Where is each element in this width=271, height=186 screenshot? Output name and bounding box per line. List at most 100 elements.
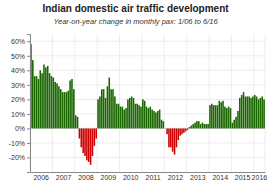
bar — [43, 65, 45, 129]
year-boundary — [209, 34, 210, 172]
bar — [62, 92, 64, 128]
bar — [230, 108, 232, 128]
bar — [181, 128, 183, 134]
grid-line — [30, 142, 265, 143]
bar — [64, 92, 66, 128]
bar — [246, 96, 248, 128]
bar — [60, 89, 62, 128]
bar — [101, 89, 103, 128]
bar — [108, 78, 110, 129]
bar — [122, 107, 124, 129]
bar — [172, 128, 174, 151]
y-tick: 10% — [11, 111, 30, 118]
bar — [86, 128, 88, 160]
bar — [58, 86, 60, 128]
x-tick: 2012 — [168, 172, 184, 181]
bar — [110, 89, 112, 128]
y-axis-line — [27, 35, 31, 173]
x-tick: 2008 — [78, 172, 94, 181]
bar — [77, 117, 79, 129]
bar — [261, 96, 263, 128]
y-tick-mark — [27, 128, 30, 129]
y-tick-label: 0% — [15, 125, 25, 132]
bar — [105, 98, 107, 129]
bar — [183, 128, 185, 132]
bar — [153, 111, 155, 128]
bar — [69, 80, 71, 128]
bar — [161, 120, 163, 129]
bar — [248, 96, 250, 128]
plot: -20%-10%0%10%20%30%40%50%60%200620072008… — [9, 34, 268, 181]
y-tick-mark — [27, 99, 30, 100]
bar — [226, 108, 228, 128]
chart: Indian domestic air traffic developmentY… — [0, 0, 271, 186]
year-boundaries — [30, 34, 265, 172]
bar — [224, 107, 226, 129]
bar — [45, 67, 47, 128]
bar — [174, 128, 176, 154]
bar — [170, 128, 172, 147]
bar — [120, 107, 122, 129]
bar — [179, 128, 181, 135]
bar — [99, 96, 101, 128]
bar — [133, 98, 135, 129]
bar — [123, 110, 125, 129]
bar — [88, 128, 90, 161]
y-tick: -20% — [9, 154, 30, 161]
y-tick: 50% — [11, 53, 30, 60]
bar — [191, 126, 193, 129]
bar — [79, 128, 81, 138]
bar — [138, 105, 140, 128]
bar — [207, 124, 209, 128]
bar — [252, 96, 254, 128]
bar — [54, 82, 56, 128]
bar — [32, 60, 34, 128]
bar — [243, 92, 245, 128]
bar — [263, 99, 265, 128]
y-tick-label: -10% — [9, 140, 25, 147]
bar — [84, 128, 86, 156]
bar — [95, 128, 97, 138]
bar — [75, 115, 77, 128]
x-tick: 2016 — [252, 172, 268, 181]
bar — [176, 128, 178, 147]
x-tick-label: 2009 — [101, 174, 117, 181]
grid-line — [30, 70, 265, 71]
bar — [198, 121, 200, 128]
y-tick-label: 50% — [11, 53, 25, 60]
y-tick: -10% — [9, 140, 30, 147]
bar — [112, 89, 114, 128]
x-tick: 2007 — [56, 172, 72, 181]
grid-line — [30, 84, 265, 85]
bar — [239, 98, 241, 129]
y-tick-label: 30% — [11, 82, 25, 89]
bar — [202, 123, 204, 129]
y-tick-label: 20% — [11, 96, 25, 103]
y-tick: 40% — [11, 67, 30, 74]
x-tick: 2010 — [123, 172, 139, 181]
bar — [157, 111, 159, 128]
bar — [142, 99, 144, 128]
bar — [215, 105, 217, 128]
bar — [200, 124, 202, 128]
bar — [90, 128, 92, 164]
bar — [211, 104, 213, 129]
y-axis: -20%-10%0%10%20%30%40%50%60% — [9, 35, 31, 173]
x-tick-label: 2011 — [146, 174, 161, 181]
bar — [258, 99, 260, 128]
bar — [118, 104, 120, 129]
bar — [194, 123, 196, 129]
x-tick: 2006 — [33, 172, 49, 181]
x-tick-label: 2013 — [190, 174, 206, 181]
y-tick-mark — [27, 157, 30, 158]
bar — [92, 128, 94, 156]
bar — [235, 117, 237, 129]
bar — [168, 128, 170, 147]
bar — [82, 128, 84, 153]
year-boundary — [186, 34, 187, 172]
bar — [127, 99, 129, 128]
bar — [114, 96, 116, 128]
bar — [66, 92, 68, 128]
bar — [254, 95, 256, 128]
bar — [159, 110, 161, 129]
